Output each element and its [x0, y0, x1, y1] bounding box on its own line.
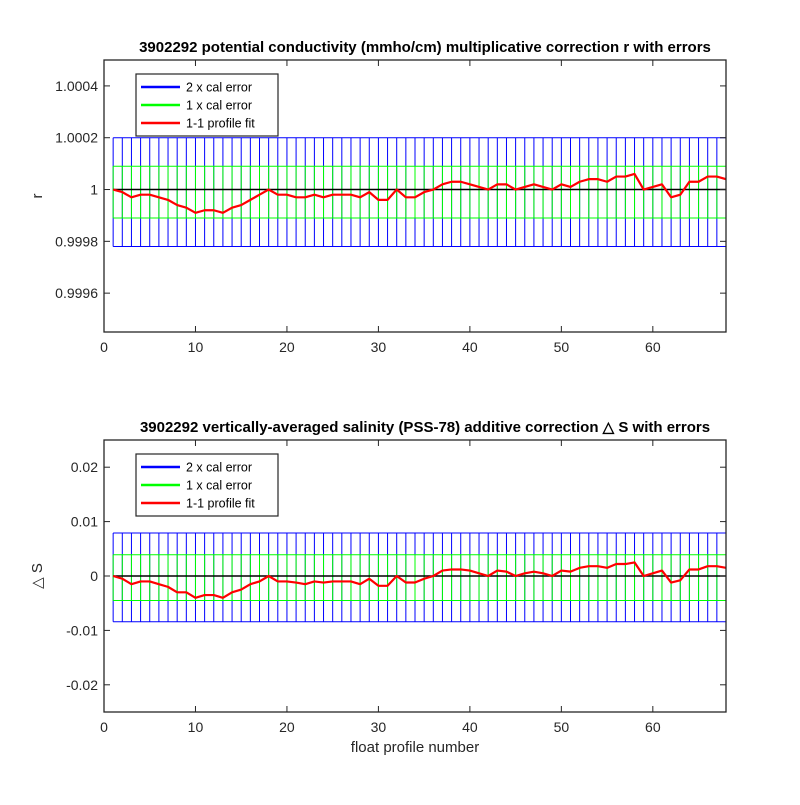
y-tick-label: 1.0004 [55, 78, 98, 94]
plot-area [112, 532, 726, 623]
panel-title: 3902292 potential conductivity (mmho/cm)… [139, 39, 711, 56]
x-tick-label: 0 [100, 719, 108, 735]
y-tick-label: 1 [90, 182, 98, 198]
x-tick-label: 60 [645, 719, 661, 735]
legend-entry: 1-1 profile fit [186, 117, 255, 131]
panel-2 [103, 439, 727, 713]
legend-entry: 1 x cal error [186, 99, 252, 113]
x-tick-label: 10 [188, 339, 204, 355]
x-tick-label: 30 [371, 339, 387, 355]
y-tick-label: 0.01 [71, 514, 98, 530]
x-tick-label: 40 [462, 719, 478, 735]
panel-1 [103, 59, 727, 333]
y-axis-label: r [29, 194, 46, 199]
y-tick-label: 0.02 [71, 459, 98, 475]
y-tick-label: 0.9998 [55, 233, 98, 249]
x-tick-label: 50 [554, 719, 570, 735]
y-tick-label: 0.9996 [55, 285, 98, 301]
legend-entry: 2 x cal error [186, 461, 252, 475]
x-axis-label: float profile number [351, 739, 479, 756]
y-tick-label: 0 [90, 568, 98, 584]
x-tick-label: 20 [279, 719, 295, 735]
panel-title: 3902292 vertically-averaged salinity (PS… [140, 419, 710, 436]
x-tick-label: 0 [100, 339, 108, 355]
axes-box [103, 59, 727, 333]
x-tick-label: 10 [188, 719, 204, 735]
legend-entry: 2 x cal error [186, 81, 252, 95]
x-tick-label: 30 [371, 719, 387, 735]
x-tick-label: 20 [279, 339, 295, 355]
y-tick-label: -0.01 [66, 622, 98, 638]
profile-fit-line [112, 172, 726, 214]
y-tick-label: -0.02 [66, 677, 98, 693]
x-tick-label: 50 [554, 339, 570, 355]
legend-entry: 1 x cal error [186, 479, 252, 493]
profile-fit-line [112, 561, 726, 599]
y-tick-label: 1.0002 [55, 130, 98, 146]
legend-entry: 1-1 profile fit [186, 497, 255, 511]
plot-area [112, 137, 726, 248]
x-tick-label: 40 [462, 339, 478, 355]
x-tick-label: 60 [645, 339, 661, 355]
y-axis-label: △ S [29, 563, 46, 589]
